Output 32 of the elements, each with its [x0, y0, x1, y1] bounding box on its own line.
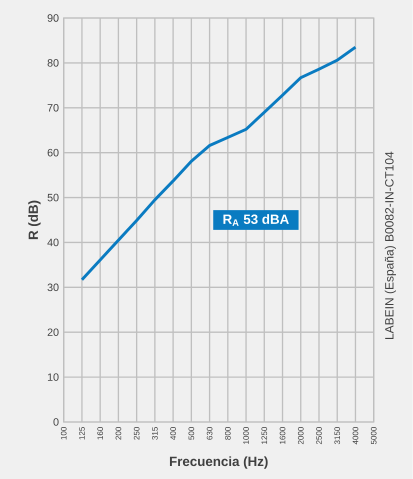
x-tick-label: 1000	[243, 427, 250, 444]
x-tick-label: 2500	[316, 427, 322, 444]
y-tick-label: 10	[48, 373, 59, 381]
x-tick-label: 5000	[371, 427, 377, 444]
y-tick-label: 20	[48, 328, 59, 336]
x-tick-label: 4000	[352, 427, 358, 444]
y-tick-label: 90	[48, 14, 59, 22]
y-tick-label: 60	[48, 148, 59, 156]
x-tick-label: 2000	[298, 427, 304, 444]
x-tick-label: 3150	[334, 427, 340, 444]
x-tick-label: 630	[206, 427, 213, 440]
text: LABEIN (España) B0082-IN-CT104	[384, 152, 396, 340]
y-tick-label: 40	[48, 238, 59, 246]
x-tick-label: 100	[61, 427, 67, 440]
annotation: R$_{A}$ 53 dBA	[224, 214, 290, 226]
y-tick-label: 80	[48, 59, 59, 67]
x-tick-label: 125	[79, 427, 85, 440]
x-tick-label: 1250	[262, 427, 268, 444]
y-tick-label: 50	[48, 194, 59, 202]
x-tick-label: 315	[152, 427, 158, 440]
x-axis-title: Frecuencia (Hz)	[170, 456, 268, 469]
x-tick-label: 500	[188, 427, 194, 440]
x-tick-label: 800	[225, 427, 231, 440]
x-tick-label: 160	[98, 427, 104, 440]
y-tick-label: 0	[54, 418, 59, 426]
x-tick-label: 400	[170, 427, 176, 440]
x-tick-label: 250	[134, 427, 140, 440]
x-tick-label: 200	[116, 427, 122, 440]
y-axis-title: R (dB)	[28, 200, 41, 240]
x-tick-label: 1600	[280, 427, 286, 444]
y-tick-label: 70	[48, 104, 59, 112]
y-tick-label: 30	[48, 284, 59, 292]
